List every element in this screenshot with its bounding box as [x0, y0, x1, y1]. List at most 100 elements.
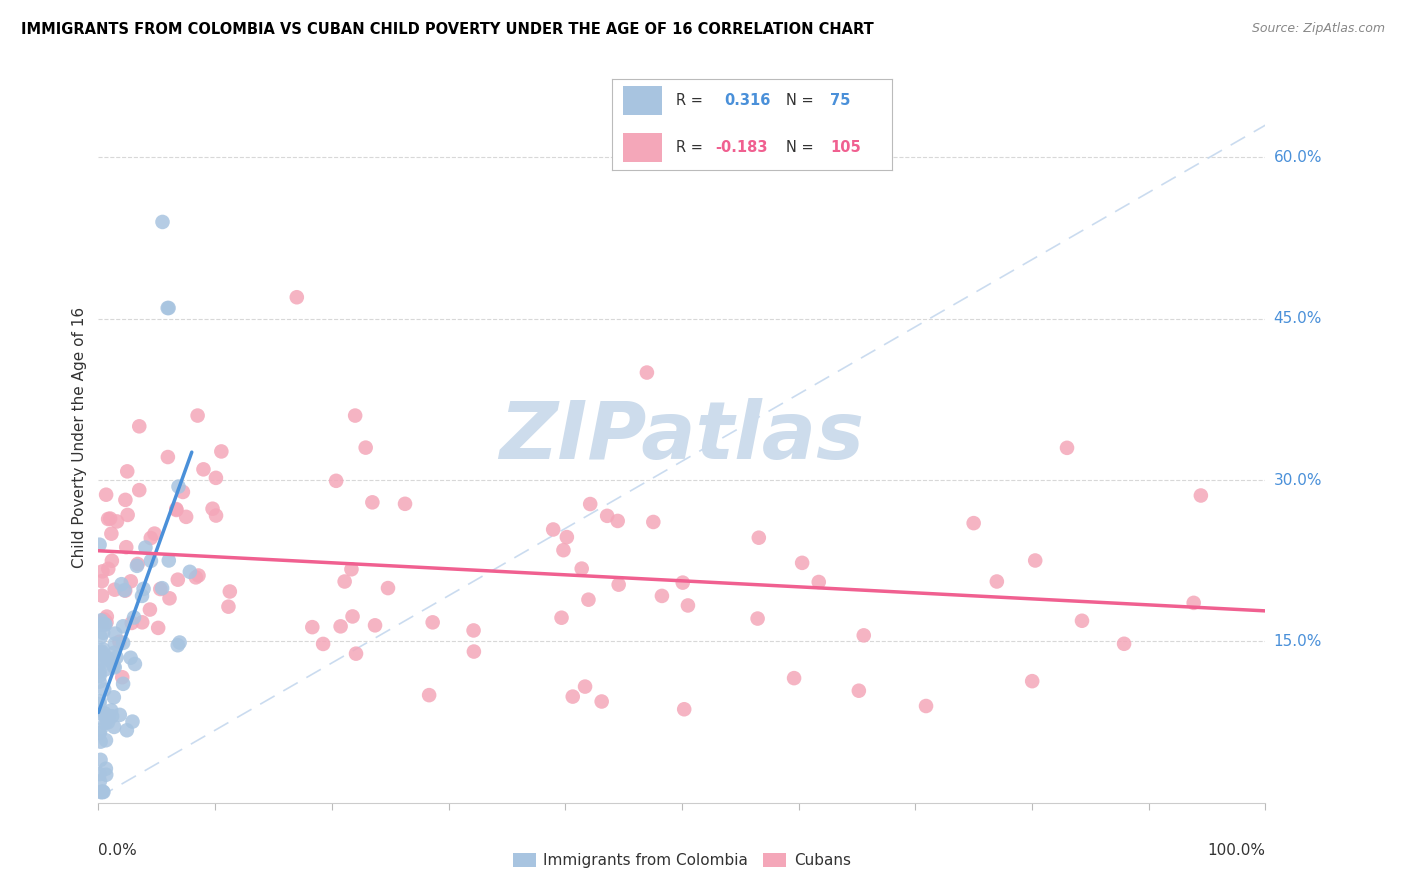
Point	[96, 615, 118, 630]
Point	[94, 617, 117, 632]
Point	[201, 501, 224, 516]
Point	[152, 215, 174, 229]
Point	[100, 526, 122, 541]
Point	[312, 637, 335, 651]
Point	[91, 654, 114, 668]
Point	[1021, 674, 1043, 689]
Point	[114, 583, 136, 598]
Point	[561, 690, 583, 704]
Point	[165, 503, 187, 517]
Point	[550, 611, 572, 625]
Point	[132, 582, 155, 596]
Point	[394, 497, 416, 511]
Point	[596, 508, 619, 523]
Point	[105, 515, 128, 529]
Point	[127, 557, 149, 571]
Point	[159, 591, 181, 606]
Point	[120, 574, 142, 589]
Point	[120, 650, 142, 665]
Point	[747, 611, 769, 625]
Point	[1024, 553, 1046, 567]
Point	[98, 511, 121, 525]
Point	[134, 541, 156, 555]
Point	[89, 669, 111, 683]
Point	[676, 599, 699, 613]
Point	[636, 366, 658, 380]
Point	[541, 523, 564, 537]
Point	[807, 574, 830, 589]
Point	[103, 720, 125, 734]
Point	[89, 538, 111, 552]
Point	[783, 671, 806, 685]
Point	[131, 589, 153, 603]
Point	[187, 409, 209, 423]
Point	[571, 561, 593, 575]
Text: Source: ZipAtlas.com: Source: ZipAtlas.com	[1251, 22, 1385, 36]
Point	[90, 574, 112, 588]
Point	[187, 568, 209, 582]
Point	[555, 530, 578, 544]
Point	[553, 543, 575, 558]
Point	[463, 624, 485, 638]
Point	[90, 613, 112, 627]
Point	[157, 301, 180, 315]
Point	[128, 483, 150, 497]
Point	[117, 508, 139, 522]
Point	[852, 628, 875, 642]
Point	[93, 617, 115, 632]
Point	[90, 785, 112, 799]
Point	[1056, 441, 1078, 455]
Point	[1071, 614, 1094, 628]
Point	[103, 646, 125, 660]
Point	[463, 644, 485, 658]
Point	[218, 584, 240, 599]
Point	[342, 609, 364, 624]
Point	[205, 471, 228, 485]
Point	[89, 665, 111, 679]
Point	[361, 495, 384, 509]
Point	[96, 609, 118, 624]
Point	[1114, 637, 1136, 651]
Point	[108, 634, 131, 648]
Point	[157, 553, 180, 567]
Legend: Immigrants from Colombia, Cubans: Immigrants from Colombia, Cubans	[513, 854, 851, 868]
Point	[333, 574, 356, 589]
Point	[792, 556, 814, 570]
Point	[90, 644, 112, 658]
Point	[156, 450, 179, 464]
Point	[174, 509, 197, 524]
Point	[108, 707, 131, 722]
Point	[146, 621, 169, 635]
Point	[93, 613, 115, 627]
Point	[591, 694, 613, 708]
Point	[915, 698, 938, 713]
Point	[205, 508, 228, 523]
Point	[89, 706, 111, 720]
Point	[124, 657, 146, 671]
Point	[165, 502, 187, 516]
Point	[91, 565, 114, 579]
Point	[90, 630, 112, 644]
Point	[93, 706, 115, 721]
Point	[94, 762, 117, 776]
Point	[574, 680, 596, 694]
Point	[94, 649, 117, 664]
Point	[325, 474, 347, 488]
Point	[89, 726, 111, 740]
Point	[167, 479, 190, 493]
Point	[104, 582, 127, 597]
Point	[962, 516, 984, 530]
Point	[94, 663, 117, 677]
Text: ZIPatlas: ZIPatlas	[499, 398, 865, 476]
Point	[418, 688, 440, 702]
Point	[91, 642, 114, 657]
Point	[89, 767, 111, 781]
Point	[103, 659, 125, 673]
Text: 15.0%: 15.0%	[1274, 634, 1322, 649]
Point	[101, 554, 124, 568]
Point	[90, 785, 112, 799]
Point	[115, 464, 138, 478]
Point	[90, 615, 112, 629]
Point	[89, 674, 111, 689]
Point	[143, 526, 166, 541]
